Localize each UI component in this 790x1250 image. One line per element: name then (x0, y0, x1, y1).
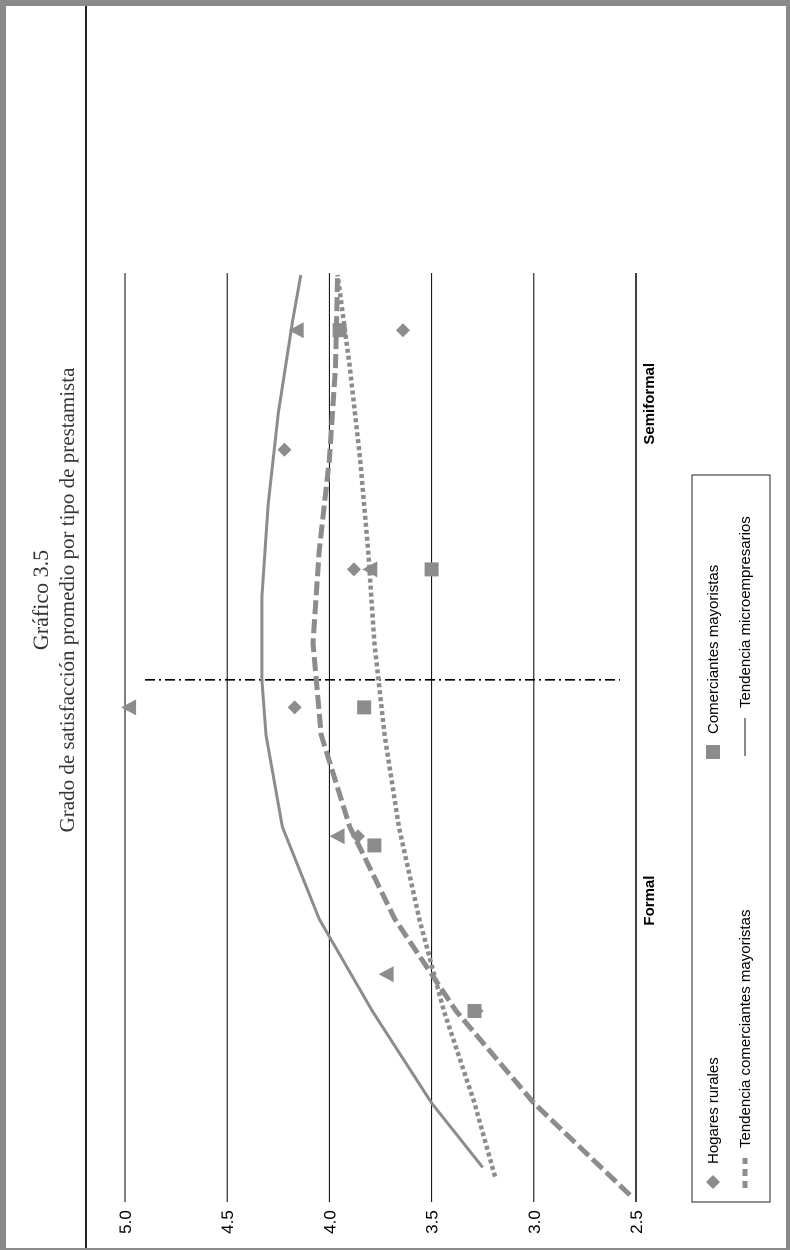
triangle-marker (288, 322, 304, 339)
chart-title-group: Gráfico 3.5 (28, 550, 53, 650)
label-layer: 5.0 4.5 4.0 3.5 3.0 2.5 Formal Semiformal (116, 363, 658, 1234)
trend-line (310, 274, 632, 1197)
triangle-marker (378, 966, 394, 983)
legend-diamond-symbol (706, 1175, 720, 1189)
category-label-group: Semiformal (641, 363, 658, 445)
legend-label: Tendencia comerciantes mayoristas (737, 910, 754, 1148)
legend: Hogares rurales Comerciantes mayoristas Te… (691, 474, 771, 1203)
legend-label: Hogares rurales (705, 1057, 722, 1164)
trend-line (260, 274, 484, 1169)
category-label-group: Formal (641, 876, 658, 926)
diamond-marker (287, 700, 302, 715)
tick-label-group: 4.0 (320, 1210, 339, 1234)
triangle-marker (362, 561, 378, 578)
legend-label-group: Tendencia comerciantes mayoristas (737, 910, 754, 1148)
square-marker (467, 1004, 482, 1018)
chart-title: Gráfico 3.5 (28, 550, 53, 650)
chart-subtitle: Grado de satisfacción promedio por tipo … (55, 367, 79, 832)
category-label: Formal (641, 876, 658, 926)
tick-label-group: 5.0 (116, 1210, 135, 1234)
legend-label-group: Hogares rurales (705, 1057, 722, 1164)
y-tick-label: 4.0 (320, 1210, 339, 1234)
grid-layer (124, 273, 637, 1202)
diamond-marker (346, 562, 361, 577)
legend-box (691, 474, 771, 1203)
diamond-marker (395, 323, 410, 338)
square-marker (332, 323, 347, 338)
y-tick-label: 3.5 (423, 1210, 442, 1234)
square-marker (424, 562, 439, 577)
legend-square-symbol (706, 745, 720, 759)
tick-label-group: 3.5 (423, 1210, 442, 1234)
triangle-marker (121, 699, 137, 716)
triangle-marker (329, 828, 345, 845)
trend-layer (260, 274, 632, 1197)
diamond-marker (277, 442, 292, 457)
y-tick-label: 5.0 (116, 1210, 135, 1234)
diamond-marker (351, 829, 366, 844)
chart-subtitle-group: Grado de satisfacción promedio por tipo … (55, 367, 79, 832)
y-tick-label: 3.0 (525, 1210, 544, 1234)
legend-label: Comerciantes mayoristas (705, 565, 722, 734)
square-marker (357, 700, 372, 715)
y-tick-label: 2.5 (627, 1210, 646, 1234)
legend-label-group: Comerciantes mayoristas (705, 565, 722, 734)
tick-label-group: 3.0 (525, 1210, 544, 1234)
square-marker (367, 838, 382, 853)
trend-line (335, 274, 498, 1178)
tick-label-group: 4.5 (218, 1210, 237, 1234)
y-tick-label: 4.5 (218, 1210, 237, 1234)
tick-label-group: 2.5 (627, 1210, 646, 1234)
point-layer (121, 322, 484, 1018)
legend-label: Tendencia microempresarios (737, 516, 754, 708)
legend-label-group: Tendencia microempresarios (737, 516, 754, 708)
category-label: Semiformal (641, 363, 658, 445)
